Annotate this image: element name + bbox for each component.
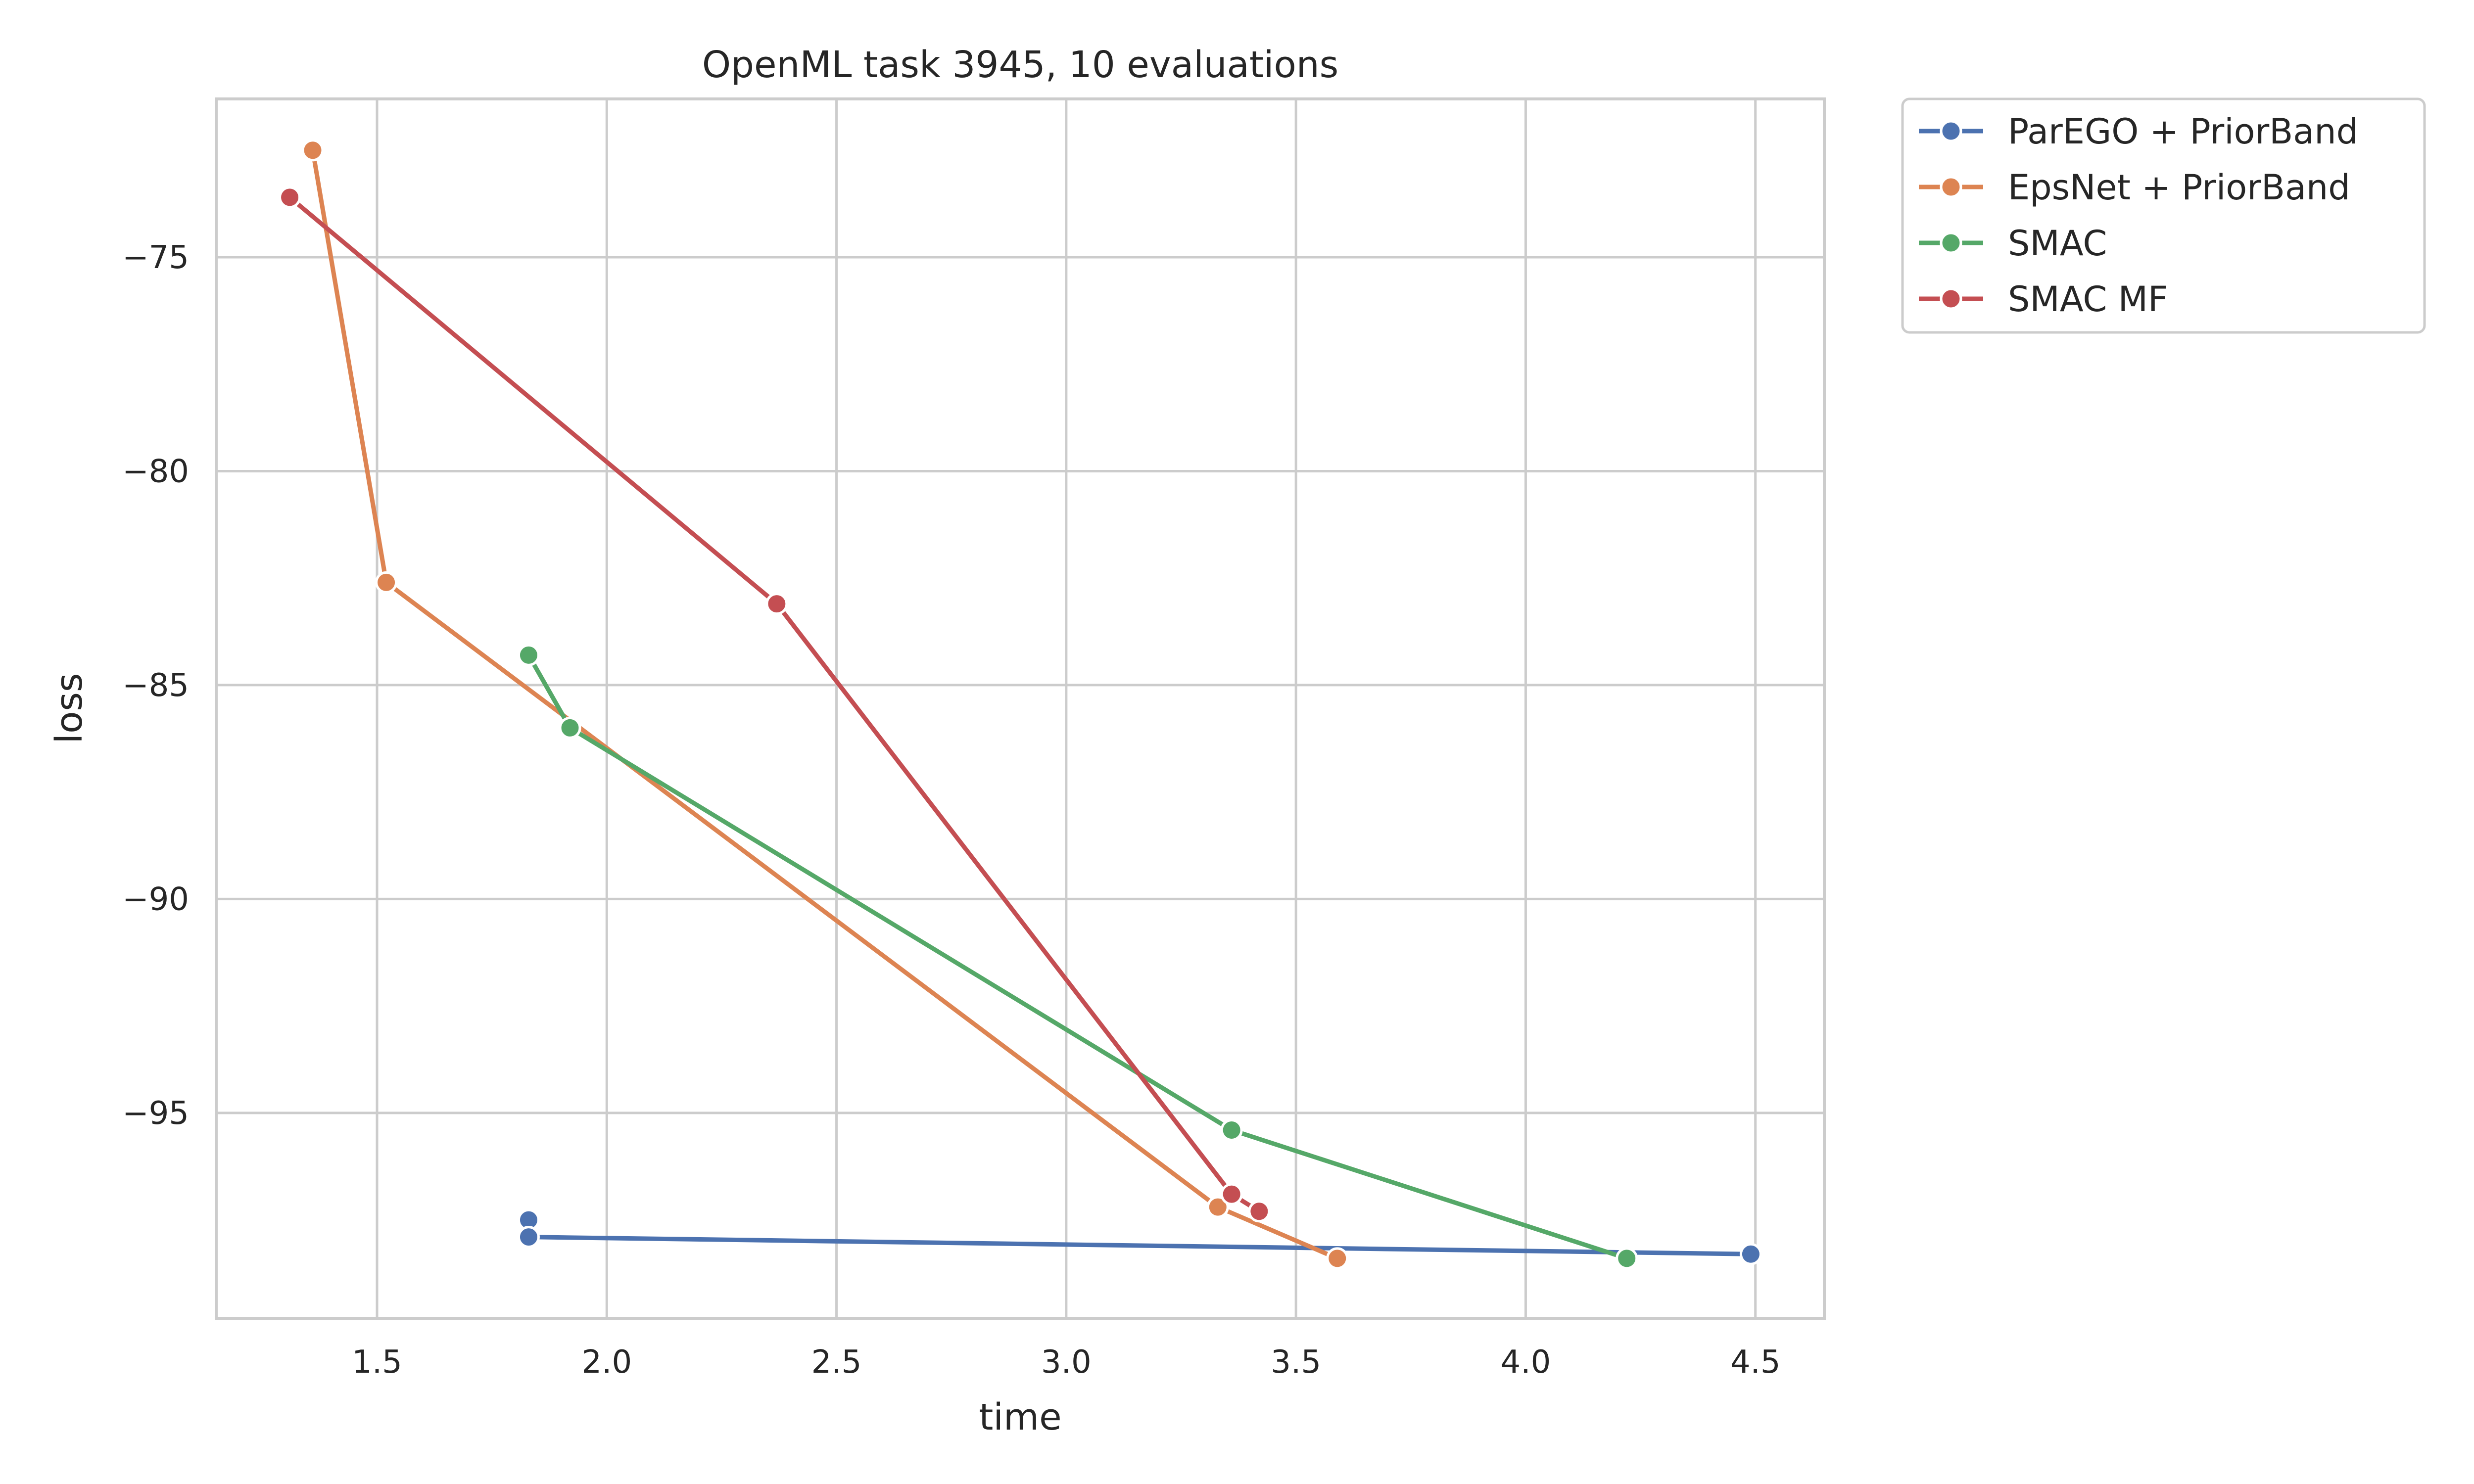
y-tick-label: −80 [122, 453, 189, 490]
x-tick-label: 2.0 [581, 1344, 632, 1381]
y-axis-ticks: −75 −80 −85 −90 −95 [122, 239, 189, 1132]
x-tick-label: 3.0 [1041, 1344, 1092, 1381]
x-tick-label: 1.5 [352, 1344, 402, 1381]
grid [216, 99, 1824, 1318]
legend-item: EpsNet + PriorBand [1919, 167, 2350, 208]
legend-label: ParEGO + PriorBand [2008, 111, 2358, 152]
plot-background [215, 97, 1826, 1320]
y-tick-label: −85 [122, 667, 189, 704]
x-axis-ticks: 1.5 2.0 2.5 3.0 3.5 4.0 4.5 [352, 1344, 1780, 1381]
series-line [526, 652, 1629, 1261]
data-point [1739, 1243, 1762, 1265]
legend-swatch-marker [1940, 232, 1962, 254]
series-2 [517, 644, 1638, 1270]
data-point [517, 644, 540, 666]
legend-item: ParEGO + PriorBand [1919, 111, 2358, 152]
data-point [559, 716, 581, 739]
data-point [375, 571, 398, 594]
x-tick-label: 2.5 [811, 1344, 862, 1381]
series-3 [279, 186, 1271, 1223]
legend: ParEGO + PriorBand EpsNet + PriorBand SMAC… [1901, 97, 2426, 334]
legend-swatch-marker [1940, 176, 1962, 198]
legend-label: SMAC [2008, 223, 2107, 264]
legend-swatch-marker [1940, 120, 1962, 142]
y-tick-label: −95 [122, 1095, 189, 1132]
data-point [279, 186, 301, 209]
x-tick-label: 3.5 [1271, 1344, 1321, 1381]
x-tick-label: 4.0 [1501, 1344, 1551, 1381]
data-point [1220, 1118, 1243, 1141]
data-point [765, 593, 788, 615]
y-axis-label: loss [48, 673, 91, 744]
chart-title: OpenML task 3945, 10 evaluations [702, 44, 1338, 86]
x-axis-label: time [979, 1396, 1061, 1438]
legend-swatch-marker [1940, 287, 1962, 310]
series-1 [301, 139, 1349, 1270]
series-line [287, 195, 1262, 1214]
series-layer [279, 139, 1762, 1270]
legend-label: EpsNet + PriorBand [2008, 167, 2350, 208]
legend-box [1901, 97, 2426, 334]
data-point [1206, 1196, 1229, 1218]
data-point [301, 139, 324, 162]
y-tick-label: −90 [122, 881, 189, 918]
legend-item: SMAC MF [1919, 279, 2168, 320]
series-0 [517, 1208, 1762, 1265]
data-point [1220, 1183, 1243, 1206]
data-point [517, 1226, 540, 1249]
data-point [1616, 1247, 1638, 1270]
data-point [1326, 1247, 1349, 1270]
series-line [310, 148, 1340, 1261]
legend-item: SMAC [1919, 223, 2107, 264]
x-tick-label: 4.5 [1730, 1344, 1781, 1381]
data-point [1248, 1200, 1271, 1223]
y-tick-label: −75 [122, 239, 189, 276]
legend-label: SMAC MF [2008, 279, 2168, 320]
